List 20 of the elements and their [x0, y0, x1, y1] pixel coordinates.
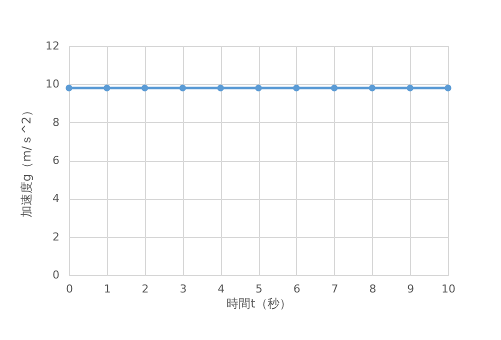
x-tick-label: 9: [407, 282, 414, 296]
y-tick-label: 4: [52, 192, 60, 206]
y-tick-label: 12: [46, 40, 60, 52]
x-tick-label: 7: [331, 282, 338, 296]
x-axis-title: 時間t（秒）: [226, 296, 292, 310]
y-tick-label: 8: [52, 116, 60, 129]
y-tick-label: 2: [52, 230, 60, 244]
x-tick-label: 2: [142, 282, 149, 296]
x-tick-label: 6: [293, 282, 300, 296]
y-tick-label: 10: [46, 78, 60, 91]
x-tick-label: 1: [104, 282, 111, 296]
y-axis-title: 加速度g（m/ｓ^2）: [20, 104, 34, 218]
x-tick-label: 10: [442, 282, 456, 296]
x-tick-label: 4: [218, 282, 225, 296]
x-tick-label: 5: [256, 282, 262, 296]
x-tick-label: 8: [369, 282, 376, 296]
x-tick-label: 3: [180, 282, 187, 296]
y-tick-label: 6: [52, 154, 60, 167]
x-tick-label: 0: [66, 282, 73, 296]
y-tick-label: 0: [52, 268, 60, 282]
